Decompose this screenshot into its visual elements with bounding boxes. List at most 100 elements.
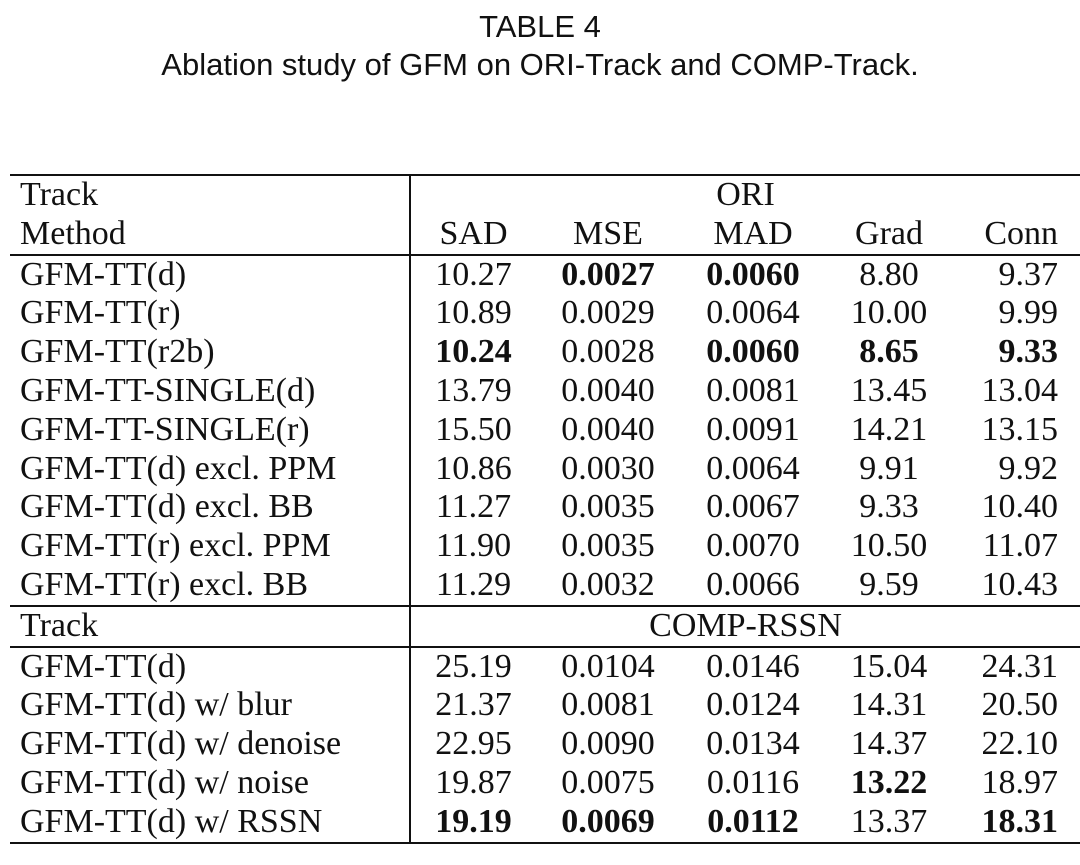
section-name: COMP-RSSN [410, 604, 1080, 648]
metric-mse: 0.0030 [561, 449, 655, 487]
metric-grad: 13.37 [826, 802, 952, 844]
metric-sad: 25.19 [435, 647, 512, 685]
method-name: GFM-TT(d) w/ blur [10, 686, 411, 726]
metric-mad: 0.0064 [706, 449, 800, 487]
method-name: GFM-TT(d) [10, 646, 411, 687]
metric-sad: 15.50 [435, 410, 512, 448]
metric-grad: 14.37 [850, 725, 928, 763]
metric-mse: 0.0040 [561, 410, 655, 448]
metric-conn: 11.07 [982, 527, 1059, 565]
metric-grad: 10.00 [850, 294, 928, 332]
method-name: GFM-TT(d) excl. PPM [10, 449, 411, 489]
section-header-row: Track COMP-RSSN [10, 604, 1080, 648]
metric-grad: 15.04 [850, 647, 928, 685]
metric-sad: 10.27 [435, 255, 512, 293]
table-title: Ablation study of GFM on ORI-Track and C… [161, 47, 919, 82]
metric-mse: 0.0035 [561, 488, 655, 526]
metric-mad: 0.0134 [706, 725, 800, 763]
metric-sad: 19.87 [435, 763, 512, 801]
metric-sad: 13.79 [435, 371, 512, 409]
metric-mad: 0.0146 [706, 647, 800, 685]
column-header-conn: Conn [952, 214, 1080, 256]
metric-mad: 0.0091 [706, 410, 800, 448]
metric-sad: 10.86 [435, 449, 512, 487]
metric-grad: 9.33 [859, 488, 919, 526]
metric-grad: 14.31 [850, 686, 928, 724]
track-label: Track [10, 604, 411, 648]
metric-grad: 8.80 [859, 255, 919, 293]
track-label: Track [10, 174, 411, 215]
table-label: TABLE 4 [479, 9, 601, 44]
metric-sad: 10.89 [435, 294, 512, 332]
table-row: GFM-TT(r) excl. BB 11.29 0.0032 0.0066 9.59 1… [10, 565, 1080, 606]
metric-conn: 13.15 [981, 410, 1059, 448]
table-caption: TABLE 4 Ablation study of GFM on ORI-Tra… [0, 8, 1080, 84]
metric-conn: 22.10 [981, 725, 1059, 763]
ablation-table: Track ORI Method SAD MSE MAD Grad Conn GFM-TT(d)… [10, 174, 1080, 844]
metric-sad: 19.19 [410, 802, 536, 844]
method-name: GFM-TT(d) w/ RSSN [10, 802, 411, 844]
method-name: GFM-TT-SINGLE(r) [10, 410, 411, 450]
method-name: GFM-TT(d) w/ noise [10, 763, 411, 803]
metric-conn: 9.92 [998, 449, 1059, 487]
method-name: GFM-TT(r) excl. BB [10, 565, 411, 606]
metric-mad: 0.0081 [706, 371, 800, 409]
metric-grad: 14.21 [850, 410, 928, 448]
metric-mse: 0.0104 [561, 647, 655, 685]
metric-conn: 9.37 [998, 255, 1059, 293]
metric-mse: 0.0081 [561, 686, 655, 724]
metric-grad: 8.65 [859, 333, 919, 371]
method-name: GFM-TT(r2b) [10, 333, 411, 372]
column-header-mad: MAD [680, 214, 826, 256]
method-name: GFM-TT-SINGLE(d) [10, 371, 411, 411]
metric-grad: 10.50 [850, 527, 928, 565]
table-row: GFM-TT(d) 10.27 0.0027 0.0060 8.80 9.37 [10, 254, 1080, 295]
column-header-mse: MSE [536, 214, 680, 256]
method-name: GFM-TT(r) [10, 294, 411, 334]
section-header-row: Track ORI [10, 174, 1080, 215]
metric-sad: 21.37 [435, 686, 512, 724]
metric-mse: 0.0090 [561, 725, 655, 763]
metric-conn: 9.99 [998, 294, 1059, 332]
method-name: GFM-TT(r) excl. PPM [10, 527, 411, 566]
metric-grad: 13.22 [850, 763, 928, 801]
column-header-grad: Grad [826, 214, 952, 256]
table-row: GFM-TT(r) excl. PPM 11.90 0.0035 0.0070 10.5… [10, 527, 1080, 566]
table-row: GFM-TT-SINGLE(d) 13.79 0.0040 0.0081 13.45 13… [10, 371, 1080, 411]
metric-sad: 22.95 [435, 725, 512, 763]
method-name: GFM-TT(d) [10, 254, 411, 295]
method-name: GFM-TT(d) w/ denoise [10, 725, 411, 764]
metric-conn: 13.04 [981, 371, 1059, 409]
table-row: GFM-TT(d) w/ noise 19.87 0.0075 0.0116 13.22… [10, 763, 1080, 803]
metric-conn: 20.50 [981, 686, 1059, 724]
metric-conn: 10.43 [981, 565, 1059, 603]
metric-mse: 0.0027 [561, 255, 655, 293]
metric-mad: 0.0060 [706, 333, 800, 371]
table-row: GFM-TT(d) w/ blur 21.37 0.0081 0.0124 14.31 2… [10, 686, 1080, 726]
metric-mad: 0.0060 [706, 255, 800, 293]
table-row: GFM-TT-SINGLE(r) 15.50 0.0040 0.0091 14.21 13… [10, 410, 1080, 450]
metric-mad: 0.0124 [706, 686, 800, 724]
metric-conn: 18.97 [981, 763, 1059, 801]
table-row: GFM-TT(r) 10.89 0.0029 0.0064 10.00 9.99 [10, 294, 1080, 334]
metric-mse: 0.0032 [561, 565, 655, 603]
metric-conn: 9.33 [998, 333, 1059, 371]
metric-mse: 0.0069 [536, 802, 680, 844]
metric-mad: 0.0116 [706, 763, 800, 801]
metric-conn: 10.40 [981, 488, 1059, 526]
metric-sad: 11.29 [435, 565, 512, 603]
table-row: GFM-TT(d) w/ denoise 22.95 0.0090 0.0134 14.… [10, 725, 1080, 764]
table-row: GFM-TT(r2b) 10.24 0.0028 0.0060 8.65 9.33 [10, 333, 1080, 372]
metric-mad: 0.0070 [706, 527, 800, 565]
table-row: GFM-TT(d) w/ RSSN 19.19 0.0069 0.0112 13.37 1… [10, 802, 1080, 844]
section-name: ORI [410, 174, 1080, 215]
metric-mse: 0.0029 [561, 294, 655, 332]
metric-mse: 0.0075 [561, 763, 655, 801]
method-header: Method [10, 214, 411, 256]
metric-conn: 24.31 [981, 647, 1059, 685]
metric-sad: 11.90 [435, 527, 512, 565]
table-body: Track ORI Method SAD MSE MAD Grad Conn GFM-TT(d)… [10, 174, 1080, 844]
metric-mad: 0.0066 [706, 565, 800, 603]
column-header-sad: SAD [410, 214, 536, 256]
table-row: GFM-TT(d) 25.19 0.0104 0.0146 15.04 24.31 [10, 646, 1080, 687]
